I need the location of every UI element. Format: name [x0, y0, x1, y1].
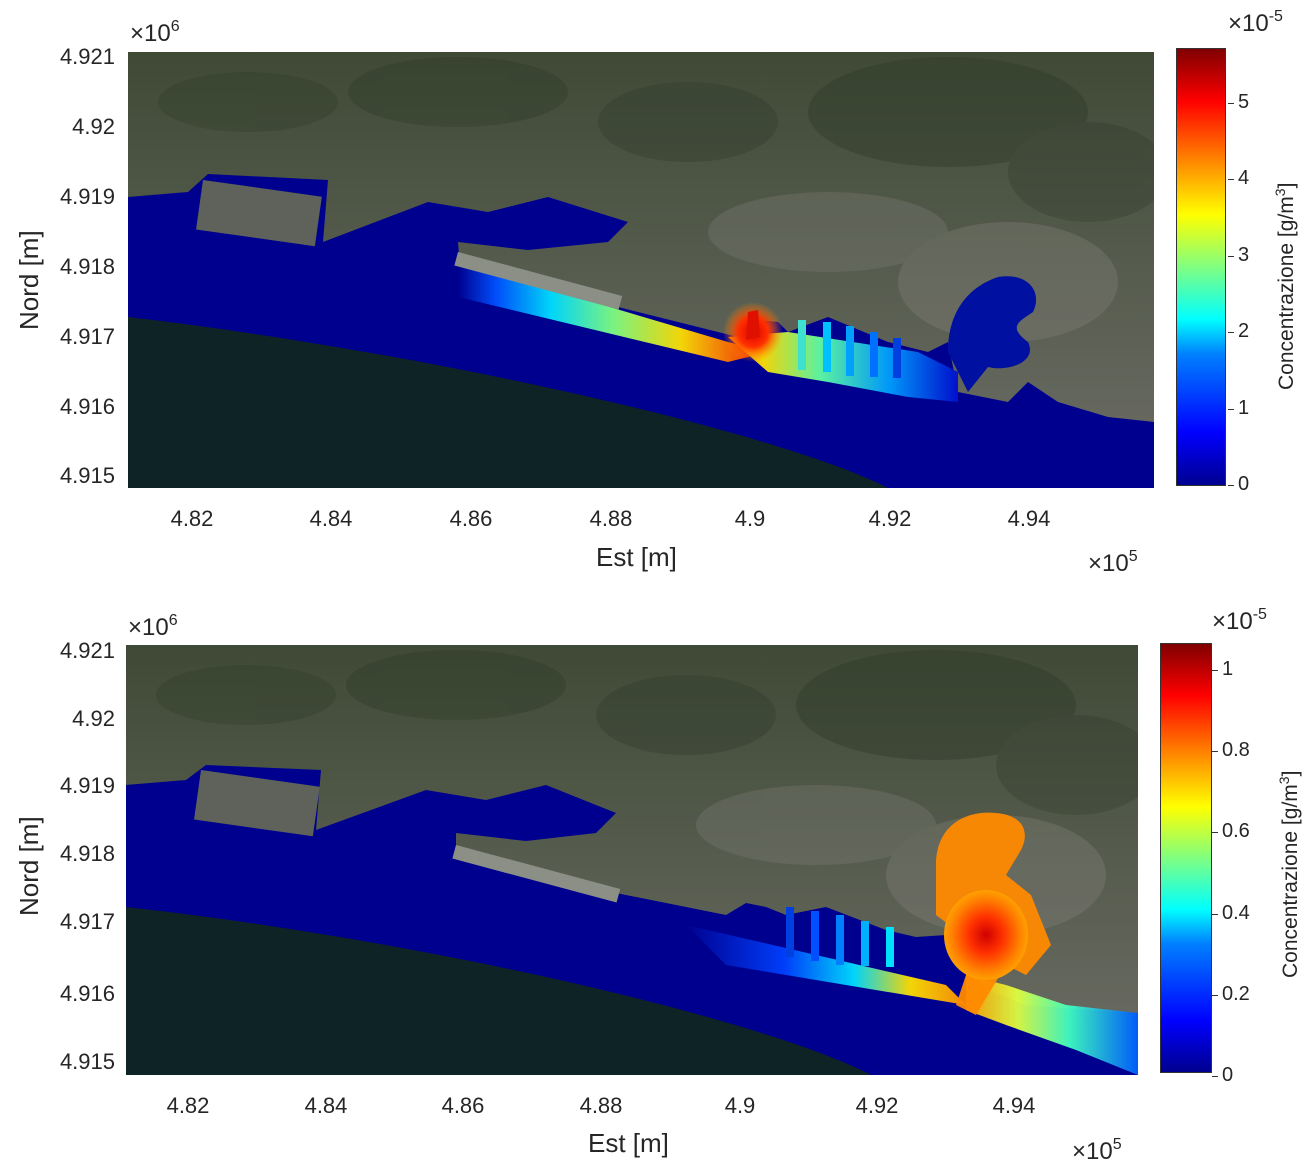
top-y-tick: 4.92 — [72, 114, 115, 139]
peak-source — [746, 310, 760, 340]
peak-concentration — [944, 890, 1028, 980]
airport-runway — [452, 845, 621, 903]
top-y-axis-label: Nord [m] — [14, 230, 44, 330]
top-colorbar — [1176, 48, 1226, 486]
top-colorbar-tick: 0 — [1227, 473, 1250, 495]
bottom-x-tick: 4.84 — [304, 1093, 348, 1118]
top-y-tick: 4.915 — [59, 463, 115, 488]
top-map-panel: ×106 4.921 4.92 4.919 4.918 4.917 4.916 … — [0, 0, 1303, 580]
pier-channel — [886, 927, 894, 967]
bottom-x-tick: 4.86 — [441, 1093, 485, 1118]
bottom-map-panel: ×106 4.921 4.92 4.919 4.918 4.917 4.916 … — [0, 588, 1303, 1165]
top-x-tick: 4.84 — [309, 506, 353, 531]
top-x-exponent: ×105 — [1088, 548, 1138, 577]
bottom-x-axis-label: Est [m] — [588, 1128, 669, 1158]
pier-channel — [870, 332, 878, 377]
pra-terminal — [194, 770, 320, 837]
top-y-exponent: ×106 — [130, 18, 180, 47]
pier-channel — [861, 921, 869, 966]
airport-runway — [454, 252, 623, 310]
bottom-y-axis-label: Nord [m] — [14, 816, 44, 916]
top-y-tick: 4.921 — [59, 44, 115, 69]
top-colorbar-label: Concentrazione [g/m3] — [1272, 182, 1298, 390]
top-x-tick: 4.86 — [449, 506, 493, 531]
bottom-colorbar-tick: 0.8 — [1212, 739, 1250, 761]
bottom-x-tick: 4.92 — [855, 1093, 899, 1118]
top-x-tick: 4.88 — [589, 506, 633, 531]
top-colorbar-tick: 4 — [1227, 167, 1250, 189]
top-y-tick: 4.919 — [59, 184, 115, 209]
pier-channel — [798, 320, 806, 370]
top-x-tick: 4.82 — [170, 506, 214, 531]
pier-channel — [846, 326, 854, 376]
top-x-tick: 4.94 — [1007, 506, 1051, 531]
bottom-y-tick: 4.916 — [59, 981, 115, 1006]
bottom-x-tick: 4.9 — [724, 1093, 756, 1118]
top-x-tick: 4.9 — [734, 506, 766, 531]
bottom-x-tick: 4.82 — [166, 1093, 210, 1118]
bottom-map-canvas — [126, 645, 1138, 1075]
bottom-colorbar-tick: 0 — [1211, 1064, 1234, 1086]
pier-channel — [786, 907, 794, 957]
bottom-y-exponent: ×106 — [128, 612, 178, 641]
bottom-x-tick: 4.94 — [992, 1093, 1036, 1118]
top-map-plot[interactable] — [128, 52, 1154, 488]
bottom-y-tick: 4.921 — [59, 638, 115, 663]
deep-sea-area — [128, 317, 888, 488]
bottom-colorbar-tick: 0.6 — [1212, 820, 1250, 842]
bottom-colorbar-tick: 0.2 — [1212, 983, 1250, 1005]
deep-sea-area — [126, 907, 871, 1075]
pier-channel — [811, 911, 819, 961]
plume-coastal — [686, 925, 966, 1005]
bottom-y-tick: 4.915 — [59, 1049, 115, 1074]
top-colorbar-tick: 3 — [1227, 244, 1250, 266]
bottom-colorbar-label: Concentrazione [g/m3] — [1276, 770, 1302, 978]
pra-terminal — [196, 180, 322, 247]
bottom-y-tick: 4.918 — [59, 841, 115, 866]
bottom-colorbar-tick: 1 — [1211, 658, 1234, 680]
bottom-y-tick: 4.919 — [59, 773, 115, 798]
terrain-texture — [158, 57, 1154, 342]
pier-channel — [836, 915, 844, 965]
bottom-colorbar — [1160, 643, 1212, 1073]
plume-east — [966, 975, 1138, 1075]
bottom-map-plot[interactable] — [126, 645, 1138, 1075]
top-colorbar-exponent: ×10-5 — [1228, 8, 1283, 37]
top-x-axis-label: Est [m] — [596, 542, 677, 572]
bottom-colorbar-exponent: ×10-5 — [1212, 606, 1267, 635]
bottom-y-tick: 4.917 — [59, 909, 115, 934]
top-colorbar-tick: 5 — [1227, 91, 1250, 113]
top-colorbar-tick: 1 — [1227, 397, 1250, 419]
top-map-canvas — [128, 52, 1154, 488]
old-port-basin — [948, 276, 1037, 392]
bottom-x-tick: 4.88 — [579, 1093, 623, 1118]
top-colorbar-tick: 2 — [1227, 320, 1250, 342]
top-y-tick: 4.917 — [59, 324, 115, 349]
pier-channel — [823, 322, 831, 372]
pier-channel — [893, 338, 901, 378]
bottom-x-exponent: ×105 — [1072, 1136, 1122, 1165]
bottom-colorbar-tick: 0.4 — [1212, 902, 1250, 924]
top-y-tick: 4.916 — [59, 394, 115, 419]
top-x-tick: 4.92 — [868, 506, 912, 531]
top-y-tick: 4.918 — [59, 254, 115, 279]
bottom-y-tick: 4.92 — [72, 706, 115, 731]
